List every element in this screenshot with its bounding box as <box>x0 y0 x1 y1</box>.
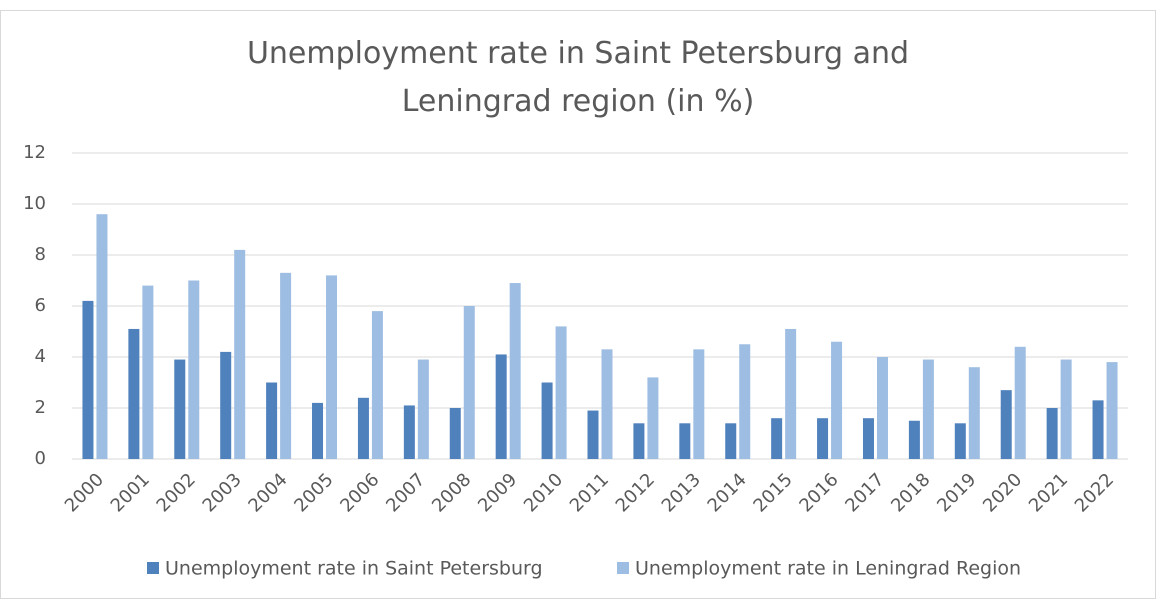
bar <box>1000 390 1012 459</box>
y-tick-label: 6 <box>35 295 46 316</box>
x-tick-label: 2006 <box>336 469 383 516</box>
bar <box>82 300 94 459</box>
x-tick-label: 2013 <box>658 469 705 516</box>
bar <box>188 280 200 459</box>
x-tick-label: 2005 <box>290 469 337 516</box>
legend-label: Unemployment rate in Leningrad Region <box>635 558 1021 580</box>
x-tick-label: 2012 <box>612 469 659 516</box>
x-tick-label: 2000 <box>61 469 108 516</box>
x-tick-label: 2016 <box>795 469 842 516</box>
legend-swatch <box>147 562 159 574</box>
bar <box>1014 346 1026 459</box>
x-tick-label: 2015 <box>749 469 796 516</box>
bar <box>1046 408 1058 459</box>
bar <box>1060 359 1072 459</box>
bar <box>417 359 429 459</box>
legend-label: Unemployment rate in Saint Petersburg <box>165 558 543 580</box>
bar <box>647 377 659 459</box>
chart-title: Unemployment rate in Saint Petersburg an… <box>246 36 910 119</box>
bar <box>142 285 154 459</box>
bar <box>954 423 966 459</box>
y-tick-label: 8 <box>35 244 46 265</box>
bar <box>326 275 338 459</box>
bar <box>449 408 461 459</box>
bar <box>174 359 186 459</box>
bar <box>817 418 829 459</box>
bar <box>876 357 888 459</box>
x-tick-label: 2021 <box>1025 469 1072 516</box>
x-tick-label: 2001 <box>107 469 154 516</box>
bar <box>1106 362 1118 459</box>
bar <box>128 328 140 459</box>
bar <box>266 382 278 459</box>
y-tick-label: 10 <box>23 193 46 214</box>
x-tick-label: 2018 <box>887 469 934 516</box>
bar <box>679 423 691 459</box>
x-tick-label: 2022 <box>1071 469 1118 516</box>
bar <box>495 354 507 459</box>
x-tick-label: 2010 <box>520 469 567 516</box>
x-tick-label: 2011 <box>566 469 613 516</box>
x-tick-label: 2009 <box>474 469 521 516</box>
bar <box>831 341 843 459</box>
bar <box>371 311 383 459</box>
bar <box>1092 400 1104 459</box>
bar <box>968 367 980 459</box>
bar <box>463 306 475 459</box>
bar <box>220 351 232 459</box>
bar <box>587 410 599 459</box>
bar <box>555 326 567 459</box>
x-tick-label: 2017 <box>841 469 888 516</box>
x-tick-label: 2019 <box>933 469 980 516</box>
bar <box>96 214 108 459</box>
x-tick-label: 2004 <box>244 469 291 516</box>
bar <box>862 418 874 459</box>
bar <box>403 405 415 459</box>
bar <box>739 344 751 459</box>
bar <box>693 349 705 459</box>
x-tick-label: 2002 <box>153 469 200 516</box>
x-tick-label: 2003 <box>199 469 246 516</box>
bar <box>280 272 292 459</box>
y-tick-label: 12 <box>23 142 46 163</box>
bar <box>541 382 553 459</box>
bar <box>357 397 369 459</box>
bar <box>509 283 521 459</box>
bar <box>312 402 324 459</box>
y-tick-label: 0 <box>35 448 46 469</box>
y-tick-label: 2 <box>35 397 46 418</box>
bar <box>908 420 920 459</box>
bar <box>633 423 645 459</box>
bar <box>922 359 934 459</box>
bar <box>725 423 737 459</box>
legend-swatch <box>617 562 629 574</box>
y-tick-label: 4 <box>35 346 46 367</box>
legend: Unemployment rate in Saint Petersburg Une… <box>147 558 1021 580</box>
x-tick-label: 2014 <box>704 469 751 516</box>
bar <box>771 418 783 459</box>
x-tick-label: 2020 <box>979 469 1026 516</box>
bar <box>785 328 797 459</box>
bar <box>234 249 246 459</box>
bar <box>601 349 613 459</box>
x-tick-label: 2007 <box>382 469 429 516</box>
x-tick-label: 2008 <box>428 469 475 516</box>
